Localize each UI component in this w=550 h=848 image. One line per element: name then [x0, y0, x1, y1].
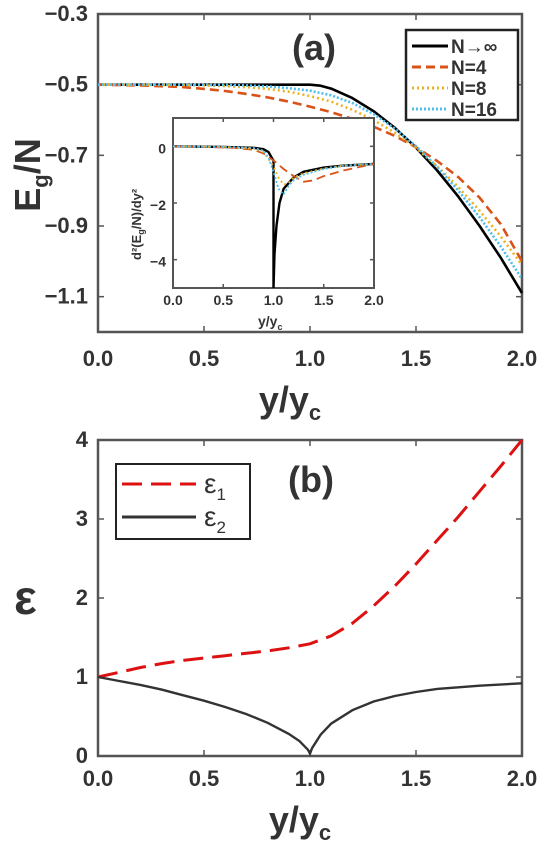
- panel-b-xtick-label: 1.0: [295, 766, 326, 791]
- inset-ylabel: d²(Eg/N)/dy²: [129, 188, 146, 260]
- panel-a-ytick-label: −0.5: [45, 72, 88, 97]
- panel-a-series-line-2: [97, 83, 524, 262]
- panel-a-xtick-label: 2.0: [507, 346, 538, 371]
- inset-ytick-label: 0: [158, 140, 166, 156]
- inset-xtick-label: 0.5: [214, 292, 234, 308]
- panel-b-ytick-label: 0: [76, 743, 88, 768]
- panel-a-series-line-3: [98, 83, 524, 266]
- panel-b-ytick-label: 1: [76, 664, 88, 689]
- panel-a-ylabel: Eg/N: [7, 138, 53, 211]
- panel-b-series-line-1: [97, 439, 524, 679]
- panel-a-xtick-label: 0.5: [189, 346, 220, 371]
- panel-a-ticks: 0.0 0.5 1.0 1.5 2.0 −1.1 −0.9 −0.7 −0.5 −0.3: [45, 1, 538, 371]
- panel-a-xtick-label: 1.0: [295, 346, 326, 371]
- inset-xlabel: y/yc: [258, 313, 282, 332]
- inset: 0.0 0.5 1.0 1.5 2.0 −4 −2 0 d²(Eg/N)/dy² y/yc: [129, 117, 384, 332]
- legend-a-label: N=16: [451, 100, 497, 121]
- inset-xtick-label: 2.0: [364, 292, 384, 308]
- panel-b-ytick-label: 4: [76, 427, 89, 452]
- panel-b-xtick-label: 0.5: [189, 766, 220, 791]
- panel-a-ytick-label: −0.7: [45, 142, 88, 167]
- panel-b-ylabel: ε: [14, 572, 37, 625]
- panel-b-xtick-label: 2.0: [507, 766, 538, 791]
- inset-ytick-label: −4: [150, 254, 166, 270]
- inset-xtick-label: 0.0: [163, 292, 183, 308]
- inset-series-line-1: [172, 145, 375, 289]
- panel-a-lines: [97, 83, 524, 294]
- panel-b-ytick-label: 3: [76, 506, 88, 531]
- legend-b-frame: [115, 463, 251, 540]
- panel-a-ytick-label: −1.1: [45, 284, 88, 309]
- panel-b-label: (b): [288, 459, 334, 500]
- panel-b-xtick-label: 0.0: [83, 766, 114, 791]
- legend-b-label: ε1: [204, 468, 226, 504]
- inset-xtick-label: 1.0: [264, 292, 284, 308]
- inset-ytick-label: −2: [150, 197, 166, 213]
- panel-b-xlabel: y/yc: [269, 799, 331, 845]
- panel-a-legend: N→∞N=4N=8N=16: [404, 28, 520, 122]
- panel-a: 0.0 0.5 1.0 1.5 2.0−1.1−0.9−0.7−0.5−0.3 (a) …: [7, 1, 537, 425]
- panel-a-xtick-label: 0.0: [83, 346, 114, 371]
- panel-b-lines: [97, 439, 524, 757]
- panel-a-ytick-label: −0.3: [45, 1, 88, 26]
- panel-b-series-line-2: [97, 675, 523, 757]
- panel-a-xlabel: y/yc: [259, 379, 321, 425]
- legend-a-label: N=4: [451, 58, 487, 79]
- panel-a-ytick-label: −0.9: [45, 213, 88, 238]
- panel-a-xtick-label: 1.5: [401, 346, 432, 371]
- panel-b-ytick-label: 2: [76, 585, 88, 610]
- panel-b-ticks: 0.0 0.5 1.0 1.5 2.0 0 1 2 3 4: [76, 427, 538, 791]
- panel-a-series-line-4: [98, 83, 524, 280]
- panel-a-label: (a): [292, 27, 336, 68]
- panel-b-xtick-label: 1.5: [401, 766, 432, 791]
- inset-series-line-4: [172, 145, 375, 197]
- inset-xtick-label: 1.5: [314, 292, 334, 308]
- legend-a-label: N=8: [451, 79, 486, 100]
- legend-a-label: N→∞: [451, 37, 497, 58]
- legend-b-label: ε2: [204, 501, 226, 537]
